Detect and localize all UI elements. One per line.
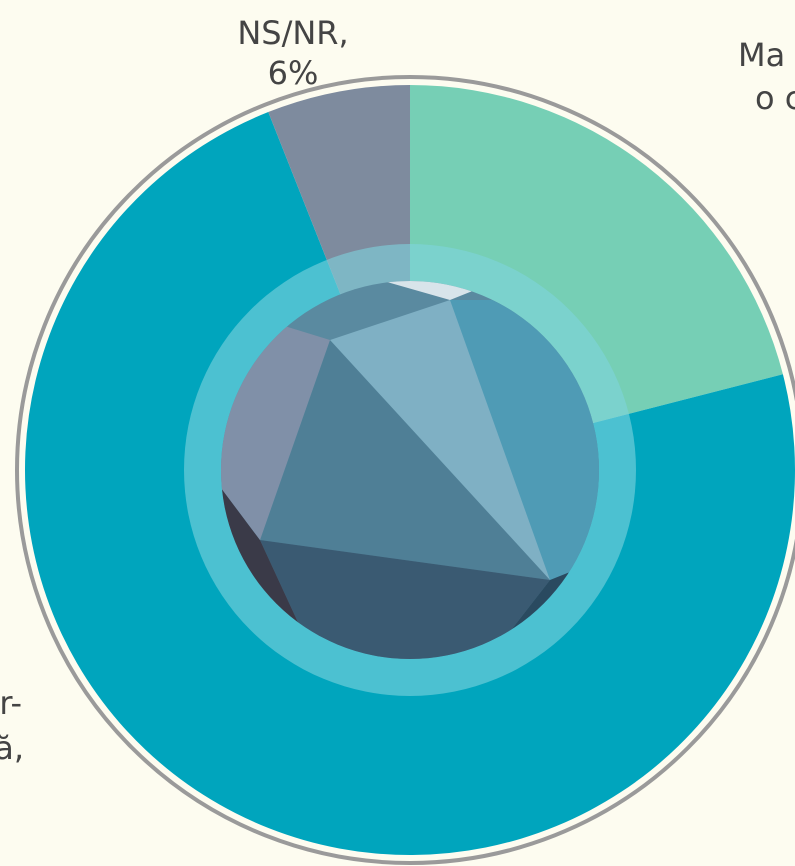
slice-label: NS/NR, (237, 14, 348, 52)
value-label: 6% (268, 54, 319, 92)
outer-ring (15, 75, 795, 865)
slice-label: o c (755, 79, 795, 117)
slice-label: tr- (0, 684, 22, 722)
slice-label: tă, (0, 729, 24, 767)
slice-label: Ma (738, 36, 785, 74)
